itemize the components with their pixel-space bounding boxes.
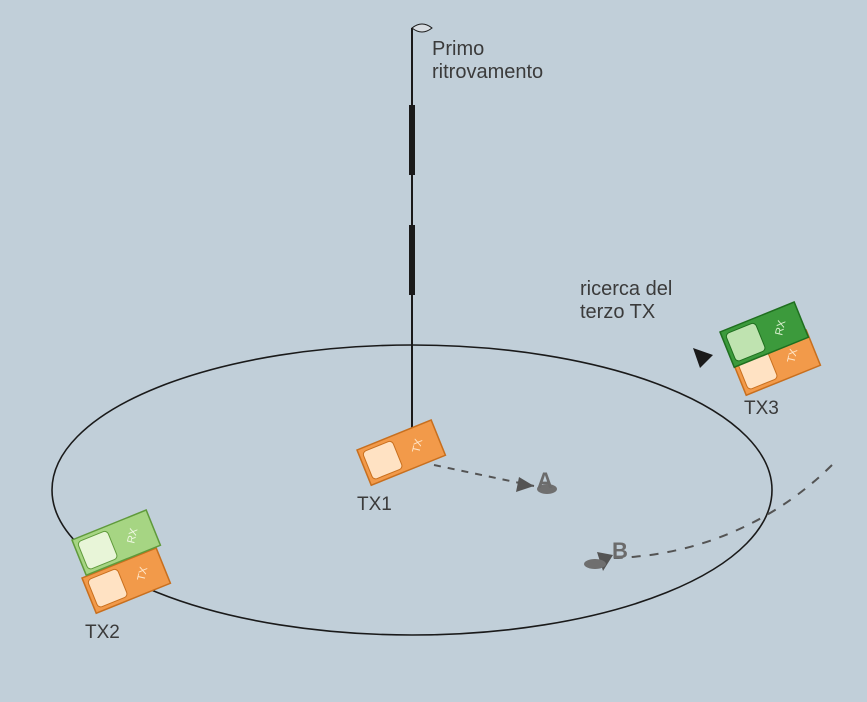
circle-arrowhead-icon	[693, 348, 713, 368]
label-tx1: TX1	[357, 494, 392, 516]
dashed-line-tx1-a-arrow-icon	[516, 477, 534, 492]
label-point-a: A	[537, 468, 553, 493]
point-b	[584, 559, 606, 569]
dashed-arc-to-b	[605, 465, 832, 558]
label-tx2: TX2	[85, 622, 120, 644]
diagram-stage: TXRXTXRXTX Primo ritrovamento ricerca de…	[0, 0, 867, 702]
label-ricerca-terzo-tx: ricerca del terzo TX	[580, 278, 672, 324]
label-primo-ritrovamento: Primo ritrovamento	[432, 38, 543, 84]
device-tx1: TX	[357, 420, 445, 485]
flag-icon	[412, 24, 432, 32]
label-tx3: TX3	[744, 398, 779, 420]
label-point-b: B	[612, 538, 628, 563]
diagram-svg: TXRXTXRXTX	[0, 0, 867, 702]
